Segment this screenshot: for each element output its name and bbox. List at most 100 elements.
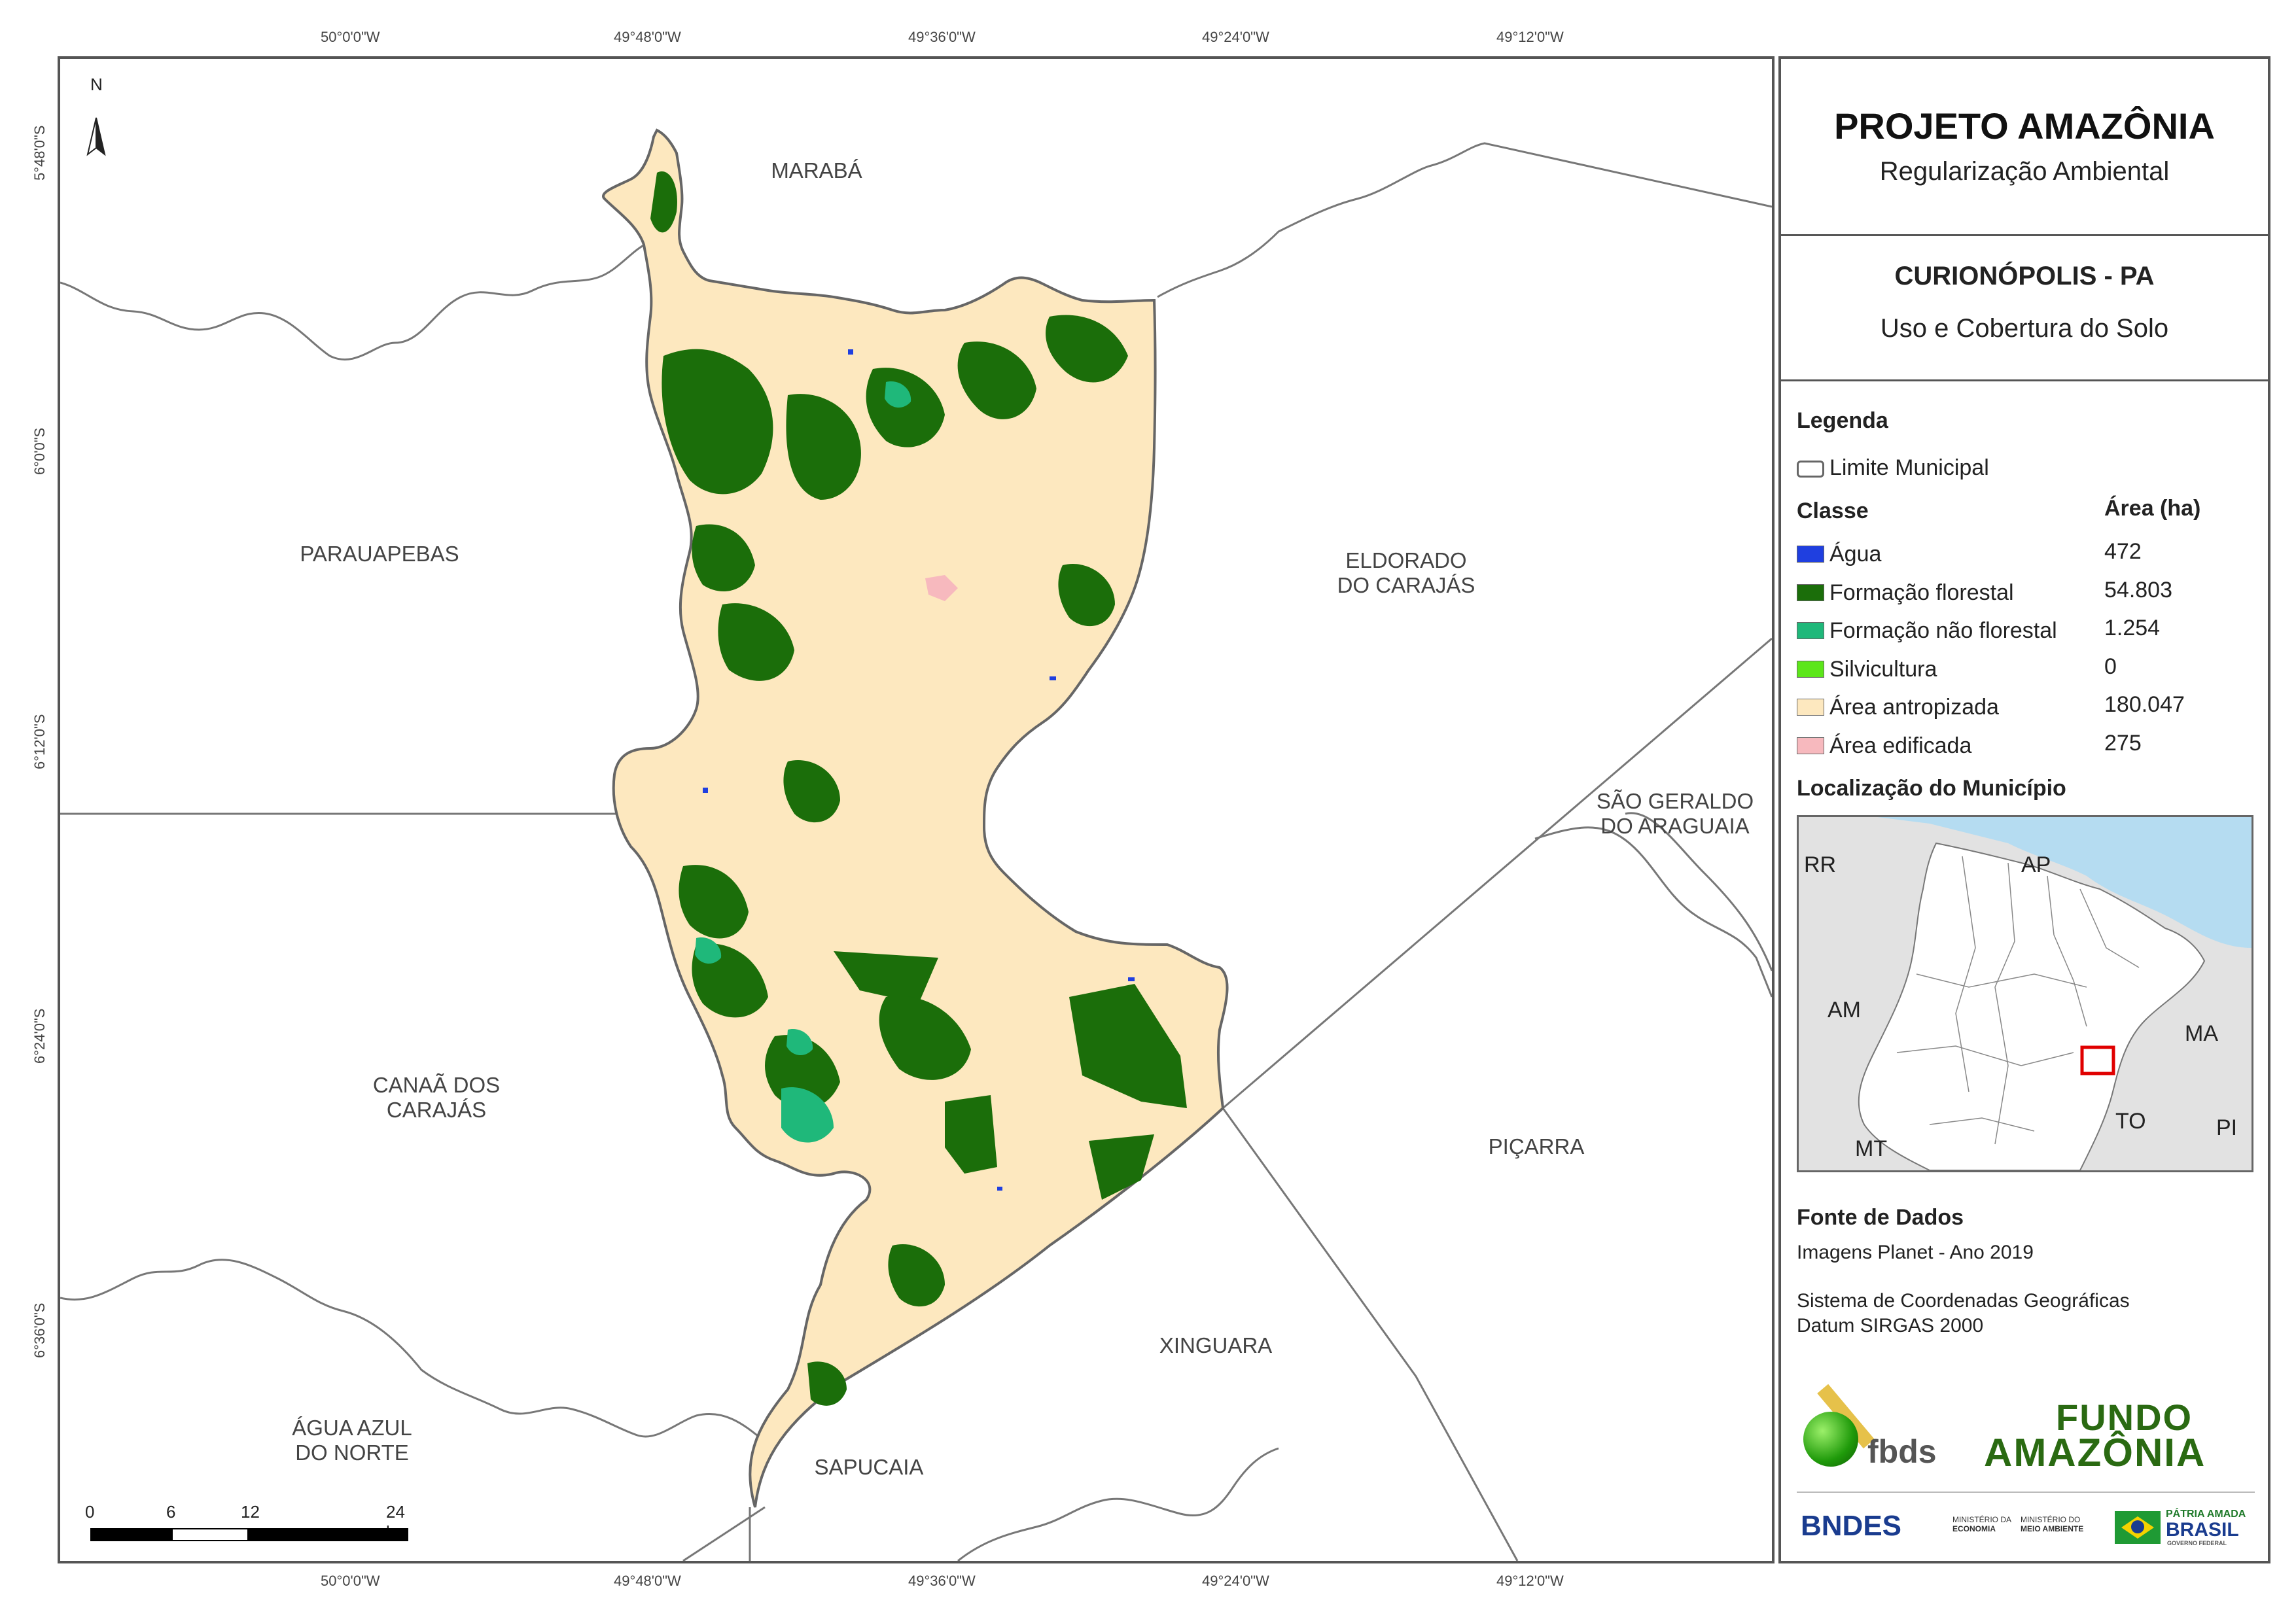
project-title: PROJETO AMAZÔNIA xyxy=(1834,105,2215,147)
ministerio-meio-ambiente-logo: MINISTÉRIO DO MEIO AMBIENTE xyxy=(2021,1515,2083,1533)
formacao-nao-florestal-patches xyxy=(695,381,911,1143)
fundo-wordmark: FUNDO xyxy=(2056,1397,2193,1438)
label-eldorado-line-2: DO CARAJÁS xyxy=(1337,573,1475,597)
lat-label-1: 5°48'0"S xyxy=(31,125,48,181)
lat-label-4: 6°24'0"S xyxy=(31,1008,48,1064)
label-parauapebas: PARAUAPEBAS xyxy=(300,542,459,566)
north-label: N xyxy=(90,75,103,94)
lat-label-2: 6°0'0"S xyxy=(31,427,48,475)
limite-swatch xyxy=(1797,461,1824,478)
legend-class-label: Formação florestal xyxy=(1829,580,2014,605)
ministerio-economia-line-1: MINISTÉRIO DA xyxy=(1952,1515,2012,1524)
brazil-flag-icon xyxy=(2115,1511,2161,1544)
lon-label-bottom-2: 49°48'0"W xyxy=(614,1573,681,1589)
lat-label-5: 6°36'0"S xyxy=(31,1302,48,1358)
fbds-globe-icon xyxy=(1803,1412,1858,1467)
legend-swatch-1 xyxy=(1797,584,1824,601)
scale-bar: 0 6 12 24 km xyxy=(84,1502,424,1548)
agua-patches xyxy=(703,349,1135,1191)
legend-class-area: 1.254 xyxy=(2104,616,2161,640)
map-frame[interactable]: N MARABÁ PARAUAPEBAS ELDORADO DO CARAJÁS… xyxy=(58,56,1775,1563)
inset-map: RR AP AM MA TO MT PI xyxy=(1797,815,2253,1172)
map-canvas[interactable] xyxy=(60,59,1772,1561)
logos-separator xyxy=(1797,1492,2255,1493)
info-panel: PROJETO AMAZÔNIA Regularização Ambiental… xyxy=(1778,56,2270,1563)
panel-separator-2 xyxy=(1781,379,2268,381)
source-datum: Datum SIRGAS 2000 xyxy=(1797,1315,1984,1336)
legend-class-label: Silvicultura xyxy=(1829,656,1937,682)
inset-label-am: AM xyxy=(1828,998,1861,1022)
lon-label-bottom-1: 50°0'0"W xyxy=(321,1573,380,1589)
municipality-title: CURIONÓPOLIS - PA xyxy=(1894,262,2155,290)
scale-segment-1 xyxy=(90,1528,173,1541)
legend-class-label: Formação não florestal xyxy=(1829,618,2057,643)
ministerio-economia-line-2: ECONOMIA xyxy=(1952,1524,1996,1533)
scale-label-12: 12 xyxy=(241,1502,260,1522)
north-arrow-icon xyxy=(86,117,106,156)
label-sapucaia: SAPUCAIA xyxy=(814,1455,924,1479)
ministerio-ambiente-line-2: MEIO AMBIENTE xyxy=(2021,1524,2084,1533)
label-canaa-line-2: CARAJÁS xyxy=(386,1098,487,1122)
legend-class-area: 180.047 xyxy=(2104,692,2185,717)
legend-class-label: Área antropizada xyxy=(1829,695,1999,720)
map-theme: Uso e Cobertura do Solo xyxy=(1880,314,2169,343)
neighbour-boundaries xyxy=(60,142,1772,1561)
label-sao-geraldo-line-1: SÃO GERALDO xyxy=(1596,789,1754,813)
inset-label-to: TO xyxy=(2115,1109,2146,1134)
label-picarra: PIÇARRA xyxy=(1488,1134,1585,1159)
class-header: Classe xyxy=(1797,498,1869,523)
legend-title: Legenda xyxy=(1797,408,1888,433)
source-crs: Sistema de Coordenadas Geográficas xyxy=(1797,1290,2130,1312)
legend-swatch-2 xyxy=(1797,622,1824,639)
inset-location-box xyxy=(2080,1045,2115,1075)
legend-class-label: Água xyxy=(1829,542,1882,567)
inset-label-mt: MT xyxy=(1855,1136,1888,1161)
patria-amada-brasil-logo: PÁTRIA AMADA BRASIL GOVERNO FEDERAL xyxy=(2115,1507,2259,1549)
label-canaa-line-1: CANAÃ DOS xyxy=(372,1073,501,1097)
source-imagery: Imagens Planet - Ano 2019 xyxy=(1797,1242,2034,1263)
lon-label-top-5: 49°12'0"W xyxy=(1496,29,1564,45)
amazonia-wordmark: AMAZÔNIA xyxy=(1984,1431,2206,1475)
lon-label-bottom-5: 49°12'0"W xyxy=(1496,1573,1564,1589)
legend-class-label: Área edificada xyxy=(1829,733,1972,758)
inset-label-rr: RR xyxy=(1804,852,1837,877)
scale-label-0: 0 xyxy=(85,1502,95,1522)
label-agua-azul: ÁGUA AZUL DO NORTE xyxy=(292,1416,412,1465)
patria-line-2: BRASIL xyxy=(2166,1519,2239,1541)
label-agua-azul-line-1: ÁGUA AZUL xyxy=(292,1416,412,1440)
legend-class-area: 275 xyxy=(2104,730,2142,756)
patria-line-1: PÁTRIA AMADA xyxy=(2166,1509,2246,1520)
lon-label-top-4: 49°24'0"W xyxy=(1202,29,1269,45)
legend-swatch-4 xyxy=(1797,699,1824,716)
inset-label-ap: AP xyxy=(2021,852,2051,877)
label-sao-geraldo-line-2: DO ARAGUAIA xyxy=(1600,814,1750,838)
legend-class-area: 0 xyxy=(2104,654,2117,679)
lat-label-3: 6°12'0"S xyxy=(31,714,48,769)
inset-label-pi: PI xyxy=(2216,1115,2238,1140)
area-header: Área (ha) xyxy=(2104,496,2201,521)
label-xinguara: XINGUARA xyxy=(1159,1333,1273,1357)
legend-class-area: 472 xyxy=(2104,539,2142,564)
fundo-amazonia-logo: FUNDO AMAZÔNIA xyxy=(1977,1396,2246,1475)
ministerio-economia-logo: MINISTÉRIO DA ECONOMIA xyxy=(1952,1515,2011,1533)
lon-label-bottom-4: 49°24'0"W xyxy=(1202,1573,1269,1589)
bndes-logo: BNDES xyxy=(1801,1510,1902,1542)
legend-swatch-0 xyxy=(1797,546,1824,563)
legend-swatch-3 xyxy=(1797,660,1824,678)
scale-label-6: 6 xyxy=(166,1502,176,1522)
label-agua-azul-line-2: DO NORTE xyxy=(295,1440,409,1465)
fbds-wordmark: fbds xyxy=(1867,1433,1937,1470)
inset-para-state xyxy=(1858,842,2206,1170)
inset-label-ma: MA xyxy=(2185,1021,2218,1046)
sources-title: Fonte de Dados xyxy=(1797,1205,1964,1230)
panel-separator-1 xyxy=(1781,234,2268,236)
lon-label-top-1: 50°0'0"W xyxy=(321,29,380,45)
scale-segment-2 xyxy=(171,1528,249,1541)
label-eldorado-line-1: ELDORADO xyxy=(1345,548,1467,572)
label-maraba: MARABÁ xyxy=(771,158,862,183)
lon-label-bottom-3: 49°36'0"W xyxy=(908,1573,976,1589)
scale-segment-3 xyxy=(247,1528,408,1541)
project-subtitle: Regularização Ambiental xyxy=(1879,157,2170,186)
location-title: Localização do Município xyxy=(1797,776,2066,801)
area-edificada-patch xyxy=(925,575,958,601)
